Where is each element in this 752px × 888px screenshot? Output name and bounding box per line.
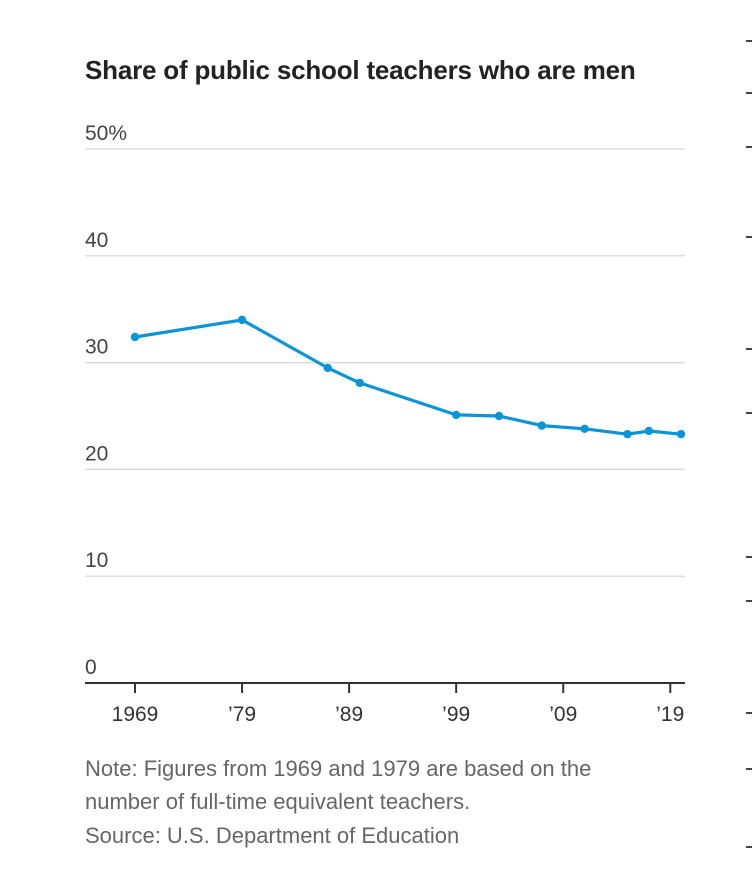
edge-text-fragment (746, 236, 752, 238)
x-tick-label: ’79 (228, 703, 256, 726)
edge-text-fragment (746, 146, 752, 148)
edge-text-fragment (746, 556, 752, 558)
data-point (623, 429, 632, 439)
edge-text-fragment (746, 600, 752, 602)
edge-text-fragment (746, 348, 752, 350)
chart-source: Source: U.S. Department of Education (85, 823, 460, 848)
edge-text-fragment (746, 412, 752, 414)
data-point (130, 332, 140, 342)
gridlines (85, 148, 685, 577)
x-tick-label: 1969 (112, 703, 159, 726)
x-tick-label: ’19 (656, 703, 684, 726)
data-point (537, 421, 547, 430)
data-point (676, 429, 686, 439)
x-axis: 1969 ’79 ’89 ’99 ’09 ’19 (85, 682, 685, 726)
chart-title: Share of public school teachers who are … (85, 55, 636, 85)
edge-text-fragment (746, 712, 752, 714)
y-tick-label: 50% (85, 122, 127, 145)
x-tick-label: ’89 (335, 703, 363, 726)
y-tick-label: 40 (85, 229, 108, 252)
data-point (644, 426, 654, 436)
edge-text-fragment (746, 92, 752, 94)
x-tick-label: ’99 (442, 703, 470, 726)
edge-text-fragment (746, 846, 752, 848)
chart-note-line-2: number of full-time equivalent teachers. (85, 789, 471, 814)
chart-note-line-1: Note: Figures from 1969 and 1979 are bas… (85, 756, 592, 781)
y-tick-label: 30 (85, 336, 108, 359)
x-tick-label: ’09 (549, 703, 577, 726)
edge-text-fragment (746, 40, 752, 42)
y-tick-label: 10 (85, 549, 108, 572)
edge-text-fragment (746, 768, 752, 770)
y-tick-label: 0 (85, 656, 97, 679)
data-point (355, 378, 365, 388)
series-line (133, 318, 683, 436)
data-point (237, 315, 247, 325)
y-axis-tick-labels: 0 10 20 30 40 50% (85, 122, 127, 679)
data-point (323, 363, 332, 373)
series-path (133, 318, 683, 436)
data-point (580, 424, 589, 434)
y-tick-label: 20 (85, 442, 108, 465)
data-point (494, 411, 504, 421)
data-point (451, 410, 461, 420)
series-points (130, 315, 686, 439)
